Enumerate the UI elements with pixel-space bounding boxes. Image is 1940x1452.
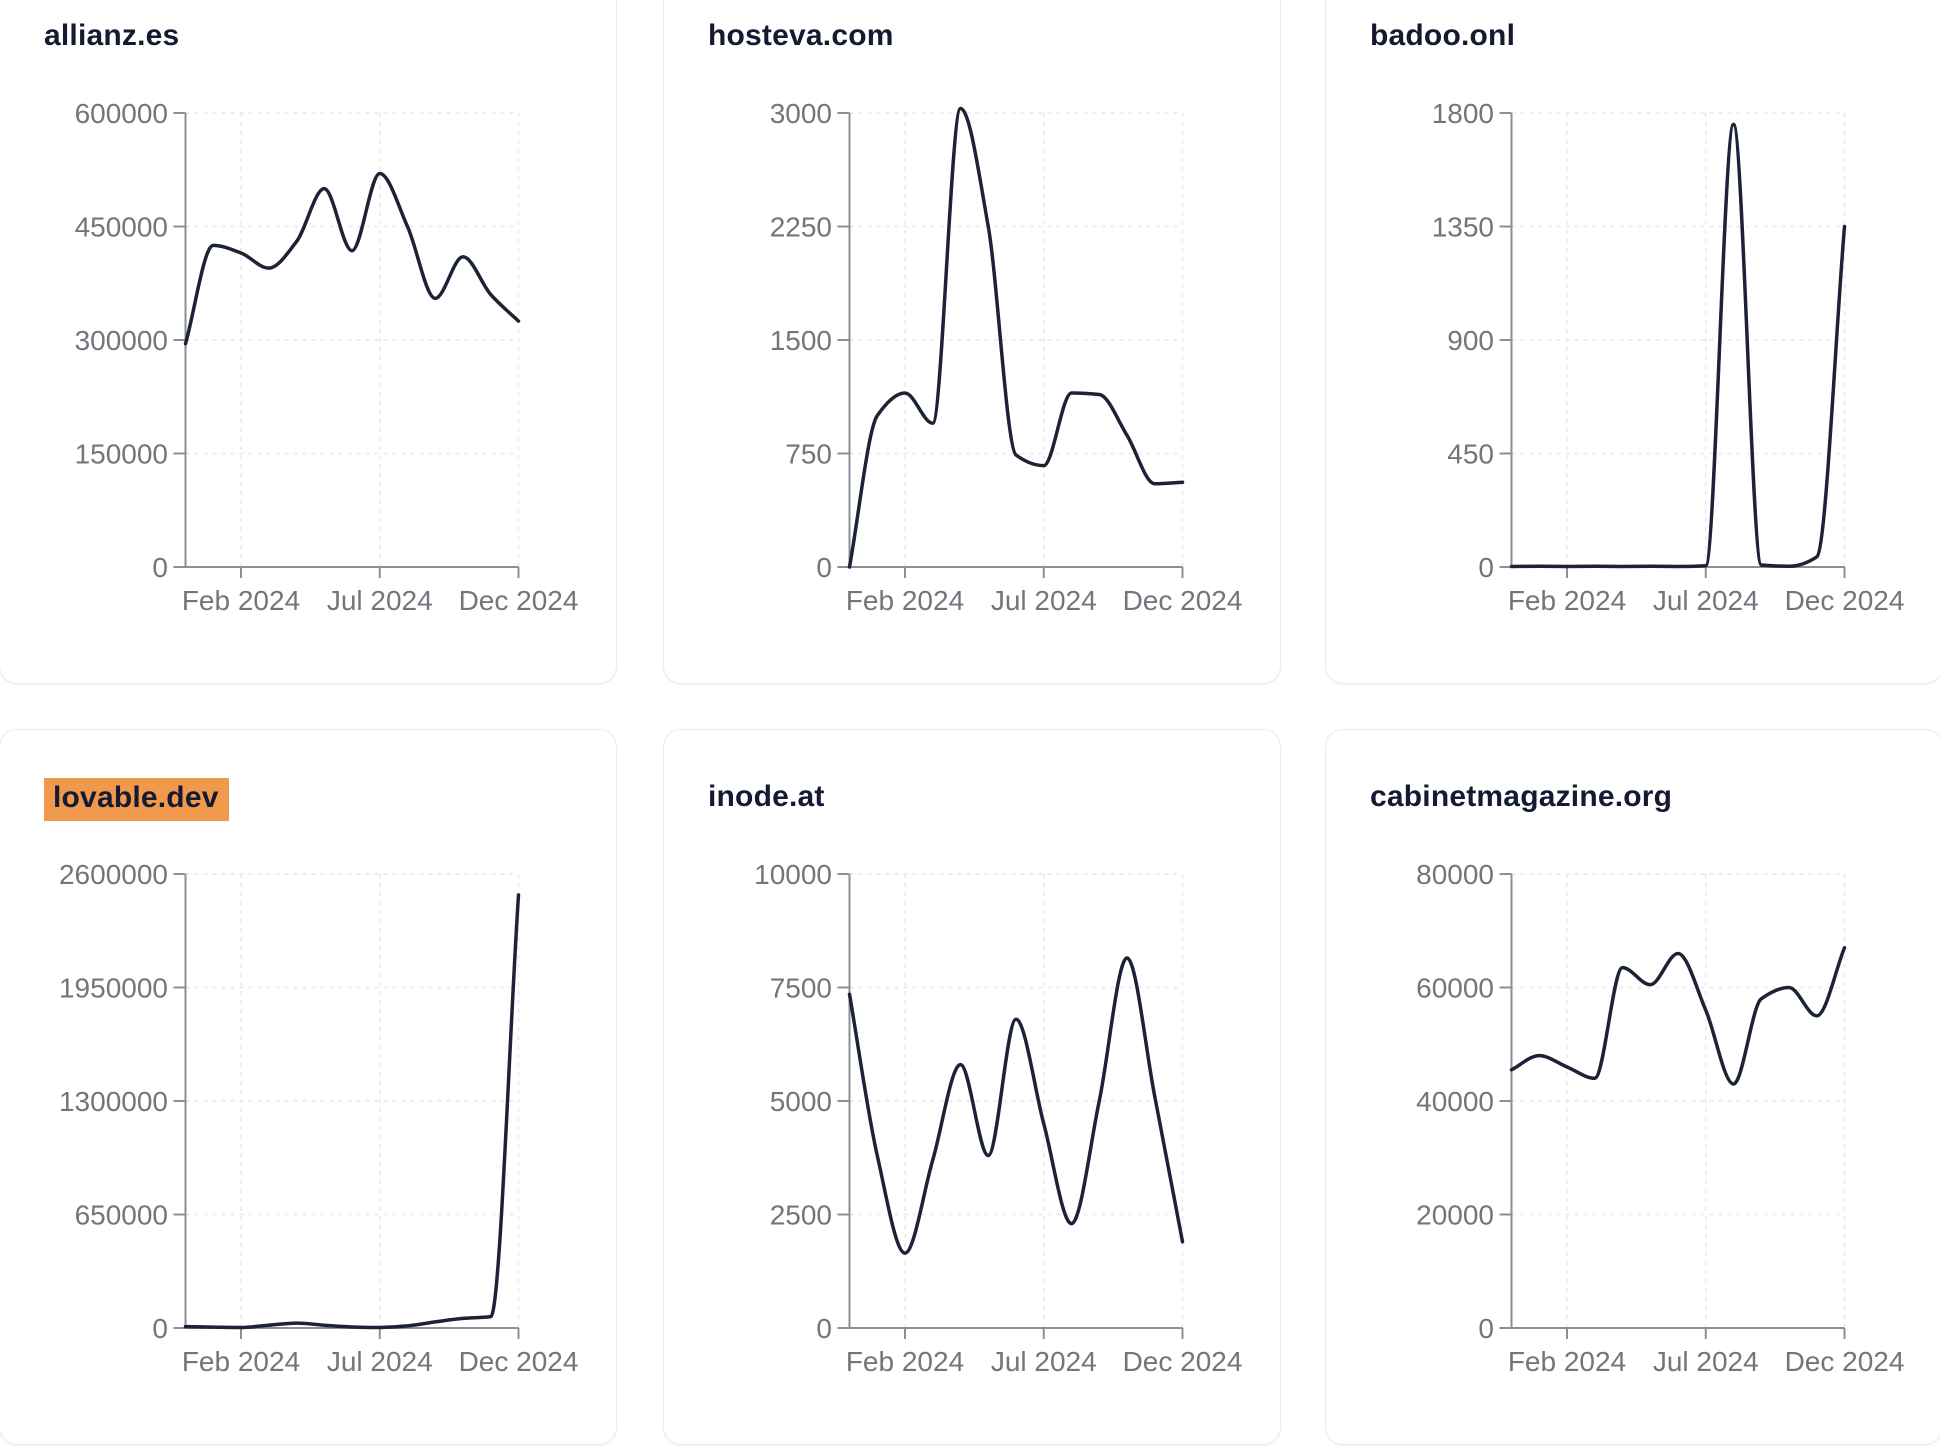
domain-label: badoo.onl bbox=[1370, 19, 1516, 52]
trend-line bbox=[1509, 946, 1847, 1086]
x-tick-label: Feb 2024 bbox=[182, 585, 300, 616]
chart-title: allianz.es bbox=[44, 17, 179, 55]
x-tick-label: Jul 2024 bbox=[991, 585, 1097, 616]
y-tick-label: 60000 bbox=[1416, 973, 1494, 1004]
x-tick-label: Jul 2024 bbox=[1653, 1346, 1759, 1377]
domain-label: inode.at bbox=[708, 780, 825, 813]
trend-line bbox=[847, 106, 1185, 569]
x-tick-label: Jul 2024 bbox=[1653, 585, 1759, 616]
x-tick-label: Dec 2024 bbox=[459, 585, 579, 616]
domain-label-highlighted: lovable.dev bbox=[44, 778, 229, 821]
x-tick-label: Jul 2024 bbox=[327, 1346, 433, 1377]
y-tick-label: 20000 bbox=[1416, 1200, 1494, 1231]
chart-card: inode.at 0 2500 5000 7500 10000 Feb 2024 Jul 2… bbox=[663, 729, 1281, 1445]
line-chart: 0 2500 5000 7500 10000 Feb 2024 Jul 2024 Dec 20… bbox=[754, 859, 1243, 1377]
y-tick-label: 600000 bbox=[75, 98, 168, 129]
y-tick-label: 1350 bbox=[1432, 212, 1494, 243]
chart-card: badoo.onl 0 450 900 1350 1800 Feb 2024 Jul 202… bbox=[1325, 0, 1940, 684]
x-tick-label: Jul 2024 bbox=[327, 585, 433, 616]
trend-line bbox=[183, 893, 521, 1330]
chart-title: cabinetmagazine.org bbox=[1370, 778, 1672, 816]
x-tick-label: Feb 2024 bbox=[846, 585, 964, 616]
line-chart: 0 150000 300000 450000 600000 Feb 2024 Jul 202… bbox=[75, 98, 579, 616]
x-tick-label: Feb 2024 bbox=[182, 1346, 300, 1377]
y-tick-label: 80000 bbox=[1416, 859, 1494, 890]
y-tick-label: 650000 bbox=[75, 1200, 168, 1231]
x-tick-label: Feb 2024 bbox=[846, 1346, 964, 1377]
x-tick-label: Dec 2024 bbox=[1785, 1346, 1905, 1377]
line-chart: 0 20000 40000 60000 80000 Feb 2024 Jul 2024 Dec… bbox=[1416, 859, 1905, 1377]
x-tick-label: Dec 2024 bbox=[1123, 1346, 1243, 1377]
y-tick-label: 0 bbox=[152, 1313, 168, 1344]
chart-title: lovable.dev bbox=[44, 778, 229, 821]
x-tick-label: Dec 2024 bbox=[459, 1346, 579, 1377]
y-tick-label: 2500 bbox=[770, 1200, 832, 1231]
y-tick-label: 0 bbox=[1478, 1313, 1494, 1344]
y-tick-label: 2600000 bbox=[59, 859, 168, 890]
y-tick-label: 0 bbox=[152, 552, 168, 583]
y-tick-label: 7500 bbox=[770, 973, 832, 1004]
y-tick-label: 0 bbox=[816, 1313, 832, 1344]
chart-card: cabinetmagazine.org 0 20000 40000 60000 8000… bbox=[1325, 729, 1940, 1445]
y-tick-label: 3000 bbox=[770, 98, 832, 129]
y-tick-label: 1500 bbox=[770, 325, 832, 356]
y-tick-label: 900 bbox=[1447, 325, 1494, 356]
line-chart: 0 450 900 1350 1800 Feb 2024 Jul 2024 Dec 2024 bbox=[1432, 98, 1905, 616]
y-tick-label: 0 bbox=[1478, 552, 1494, 583]
y-tick-label: 40000 bbox=[1416, 1086, 1494, 1117]
trend-line bbox=[1509, 122, 1847, 569]
x-tick-label: Feb 2024 bbox=[1508, 1346, 1626, 1377]
x-tick-label: Dec 2024 bbox=[1123, 585, 1243, 616]
y-tick-label: 450000 bbox=[75, 212, 168, 243]
line-chart: 0 750 1500 2250 3000 Feb 2024 Jul 2024 Dec 2024 bbox=[770, 98, 1243, 616]
y-tick-label: 1300000 bbox=[59, 1086, 168, 1117]
y-tick-label: 450 bbox=[1447, 439, 1494, 470]
y-tick-label: 2250 bbox=[770, 212, 832, 243]
chart-card: lovable.dev 0 650000 1300000 1950000 2600000… bbox=[0, 729, 617, 1445]
domain-label: cabinetmagazine.org bbox=[1370, 780, 1673, 813]
x-tick-label: Dec 2024 bbox=[1785, 585, 1905, 616]
x-tick-label: Feb 2024 bbox=[1508, 585, 1626, 616]
x-tick-label: Jul 2024 bbox=[991, 1346, 1097, 1377]
y-tick-label: 150000 bbox=[75, 439, 168, 470]
y-tick-label: 0 bbox=[816, 552, 832, 583]
chart-title: inode.at bbox=[708, 778, 825, 816]
y-tick-label: 300000 bbox=[75, 325, 168, 356]
trend-line bbox=[847, 956, 1185, 1255]
y-tick-label: 1800 bbox=[1432, 98, 1494, 129]
line-chart: 0 650000 1300000 1950000 2600000 Feb 2024 Jul … bbox=[59, 859, 579, 1377]
y-tick-label: 10000 bbox=[754, 859, 832, 890]
y-tick-label: 5000 bbox=[770, 1086, 832, 1117]
domain-label: hosteva.com bbox=[708, 19, 894, 52]
y-tick-label: 1950000 bbox=[59, 973, 168, 1004]
domain-label: allianz.es bbox=[44, 19, 180, 52]
chart-title: badoo.onl bbox=[1370, 17, 1515, 55]
chart-card: hosteva.com 0 750 1500 2250 3000 Feb 2024 Jul … bbox=[663, 0, 1281, 684]
chart-card: allianz.es 0 150000 300000 450000 600000 Feb … bbox=[0, 0, 617, 684]
y-tick-label: 750 bbox=[785, 439, 832, 470]
trend-line bbox=[183, 171, 521, 346]
chart-title: hosteva.com bbox=[708, 17, 894, 55]
